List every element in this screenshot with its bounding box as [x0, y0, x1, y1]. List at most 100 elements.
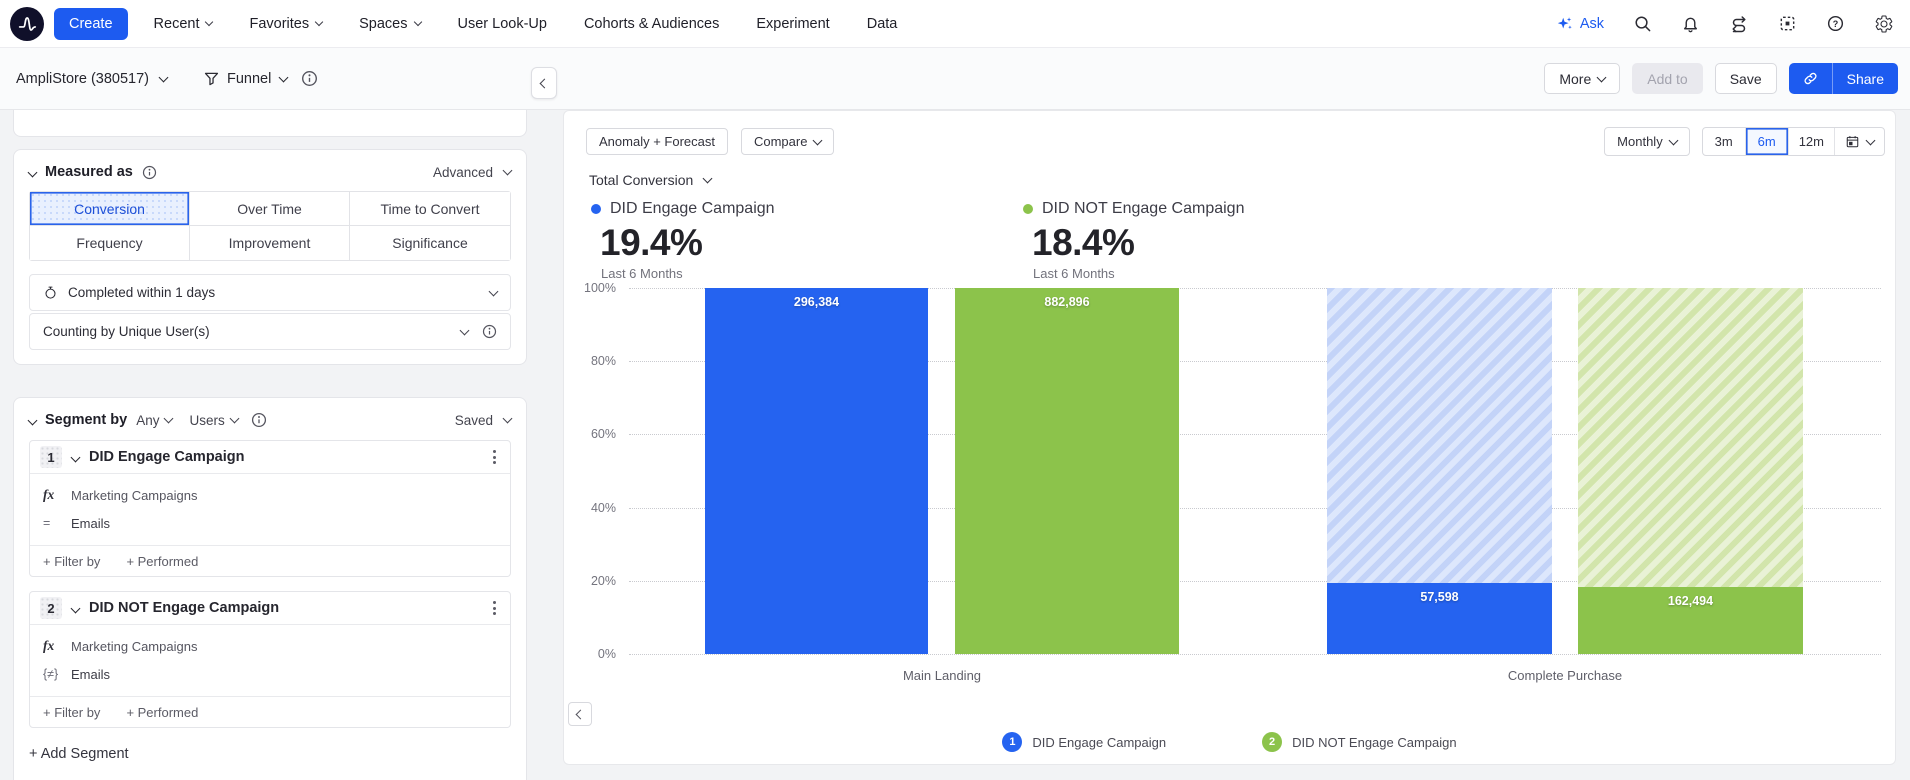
- nav-item-experiment[interactable]: Experiment: [756, 15, 830, 32]
- bar-not-engage-main-landing[interactable]: 882,896: [955, 288, 1179, 654]
- metric-toggle[interactable]: DID NOT Engage Campaign: [1023, 200, 1244, 218]
- filter-by-button[interactable]: + Filter by: [43, 704, 101, 720]
- advanced-selector[interactable]: Advanced: [433, 165, 513, 180]
- bar-engage-complete-purchase[interactable]: 57,598: [1327, 288, 1552, 654]
- nav-item-favorites[interactable]: Favorites: [249, 16, 324, 32]
- metric-toggle[interactable]: DID Engage Campaign: [591, 200, 775, 218]
- search-icon[interactable]: [1633, 14, 1652, 33]
- info-icon[interactable]: [301, 70, 318, 87]
- more-button[interactable]: More: [1544, 63, 1621, 94]
- chevron-down-icon: [413, 17, 422, 27]
- property-value: Emails: [71, 515, 111, 531]
- save-button[interactable]: Save: [1714, 63, 1777, 94]
- gridline: [629, 507, 1881, 509]
- tab-over-time[interactable]: Over Time: [190, 192, 350, 226]
- chevron-down-icon: [1596, 72, 1607, 82]
- top-nav: Create Recent Favorites Spaces User Look…: [0, 0, 1910, 48]
- operator-value-row[interactable]: = Emails: [43, 511, 497, 535]
- chart-panel: Anomaly + Forecast Compare Monthly 3m 6m…: [563, 110, 1896, 765]
- x-category-label: Complete Purchase: [1507, 668, 1623, 683]
- project-selector[interactable]: AmpliStore (380517): [16, 71, 169, 87]
- section-collapse-chevron[interactable]: [27, 167, 38, 177]
- frame-select-icon[interactable]: [1778, 14, 1797, 33]
- operator-value-row[interactable]: {≠} Emails: [43, 662, 497, 686]
- bar-value-label: 162,494: [1667, 593, 1714, 608]
- swap-icon[interactable]: [1729, 14, 1749, 34]
- filter-by-button[interactable]: + Filter by: [43, 553, 101, 569]
- property-row[interactable]: fx Marketing Campaigns: [43, 638, 198, 654]
- date-range-control: 3m 6m 12m: [1701, 127, 1885, 156]
- total-conversion-selector[interactable]: Total Conversion: [589, 172, 713, 188]
- tab-improvement[interactable]: Improvement: [190, 226, 350, 260]
- add-segment-button[interactable]: + Add Segment: [29, 746, 129, 762]
- range-6m-button[interactable]: 6m: [1745, 128, 1789, 155]
- more-options-icon[interactable]: [489, 597, 500, 619]
- funnel-icon: [204, 72, 219, 86]
- custom-date-button[interactable]: [1835, 128, 1884, 155]
- performed-button[interactable]: + Performed: [126, 704, 199, 720]
- link-icon: [1804, 72, 1817, 85]
- nav-item-recent[interactable]: Recent: [154, 16, 214, 32]
- add-to-button[interactable]: Add to: [1632, 63, 1703, 94]
- nav-item-data[interactable]: Data: [866, 15, 898, 32]
- x-category-label: Main Landing: [902, 668, 982, 683]
- tab-frequency[interactable]: Frequency: [30, 226, 190, 260]
- bar-value-label: 57,598: [1420, 590, 1459, 604]
- counting-by-row[interactable]: Counting by Unique User(s): [29, 313, 511, 350]
- chevron-down-icon: [229, 413, 240, 424]
- info-icon[interactable]: [142, 165, 157, 180]
- range-12m-button[interactable]: 12m: [1789, 128, 1835, 155]
- nav-item-spaces[interactable]: Spaces: [359, 16, 422, 32]
- bar-engage-main-landing[interactable]: 296,384: [705, 288, 928, 654]
- users-selector[interactable]: Users: [189, 413, 240, 428]
- segment-index-chip: 1: [40, 446, 62, 468]
- ask-button[interactable]: Ask: [1556, 15, 1604, 33]
- metric-block-not-engage: DID NOT Engage Campaign 18.4% Last 6 Mon…: [1023, 200, 1244, 281]
- info-icon[interactable]: [482, 324, 497, 339]
- bar-not-engage-complete-purchase[interactable]: 162,494: [1578, 288, 1803, 654]
- legend-item-engage[interactable]: 1 DID Engage Campaign: [1002, 732, 1166, 752]
- info-icon[interactable]: [251, 412, 267, 428]
- create-button[interactable]: Create: [54, 7, 128, 40]
- tab-time-to-convert[interactable]: Time to Convert: [350, 192, 510, 226]
- property-value: Emails: [71, 666, 111, 682]
- calendar-icon: [1846, 136, 1859, 148]
- series-dot-green: [1023, 204, 1033, 214]
- interval-selector[interactable]: Monthly: [1604, 127, 1690, 156]
- settings-gear-icon[interactable]: [1874, 14, 1894, 34]
- range-3m-button[interactable]: 3m: [1703, 128, 1746, 155]
- chart-legend: 1 DID Engage Campaign 2 DID NOT Engage C…: [564, 732, 1895, 752]
- nav-item-cohorts-audiences[interactable]: Cohorts & Audiences: [583, 15, 720, 32]
- primary-nav: Recent Favorites Spaces User Look-Up Coh…: [154, 16, 898, 32]
- conversion-window-row[interactable]: Completed within 1 days: [29, 274, 511, 311]
- section-collapse-chevron[interactable]: [27, 415, 38, 425]
- compare-button[interactable]: Compare: [740, 128, 835, 155]
- tab-conversion[interactable]: Conversion: [30, 192, 190, 226]
- chevron-down-icon: [812, 135, 823, 145]
- more-options-icon[interactable]: [489, 446, 500, 468]
- funnel-bar-chart: 100% 80% 60% 40% 20% 0% 296,384 882,896 …: [584, 281, 1881, 683]
- legend-marker: 2: [1262, 732, 1283, 752]
- amplitude-logo-icon[interactable]: [10, 6, 44, 41]
- chevron-down-icon: [1668, 135, 1679, 145]
- performed-button[interactable]: + Performed: [126, 553, 199, 569]
- bar-fill: 296,384: [705, 288, 928, 654]
- any-selector[interactable]: Any: [136, 413, 174, 428]
- y-tick: 0%: [597, 647, 616, 661]
- saved-selector[interactable]: Saved: [455, 413, 513, 428]
- property-row[interactable]: fx Marketing Campaigns: [43, 487, 198, 503]
- nav-item-user-look-up[interactable]: User Look-Up: [457, 15, 547, 32]
- segment-header[interactable]: 2 DID NOT Engage Campaign: [30, 592, 510, 625]
- segment-card-1: 1 DID Engage Campaign fx Marketing Campa…: [29, 440, 511, 577]
- notifications-bell-icon[interactable]: [1681, 14, 1700, 33]
- collapse-panel-button[interactable]: [531, 67, 557, 99]
- help-icon[interactable]: ?: [1826, 14, 1845, 33]
- segment-header[interactable]: 1 DID Engage Campaign: [30, 441, 510, 474]
- copy-link-button[interactable]: [1788, 63, 1833, 94]
- tab-significance[interactable]: Significance: [350, 226, 510, 260]
- prev-step-button[interactable]: [568, 702, 592, 726]
- share-button[interactable]: Share: [1832, 63, 1898, 94]
- chart-type-selector[interactable]: Funnel: [203, 70, 289, 87]
- legend-item-not-engage[interactable]: 2 DID NOT Engage Campaign: [1262, 732, 1457, 752]
- anomaly-forecast-button[interactable]: Anomaly + Forecast: [586, 128, 728, 155]
